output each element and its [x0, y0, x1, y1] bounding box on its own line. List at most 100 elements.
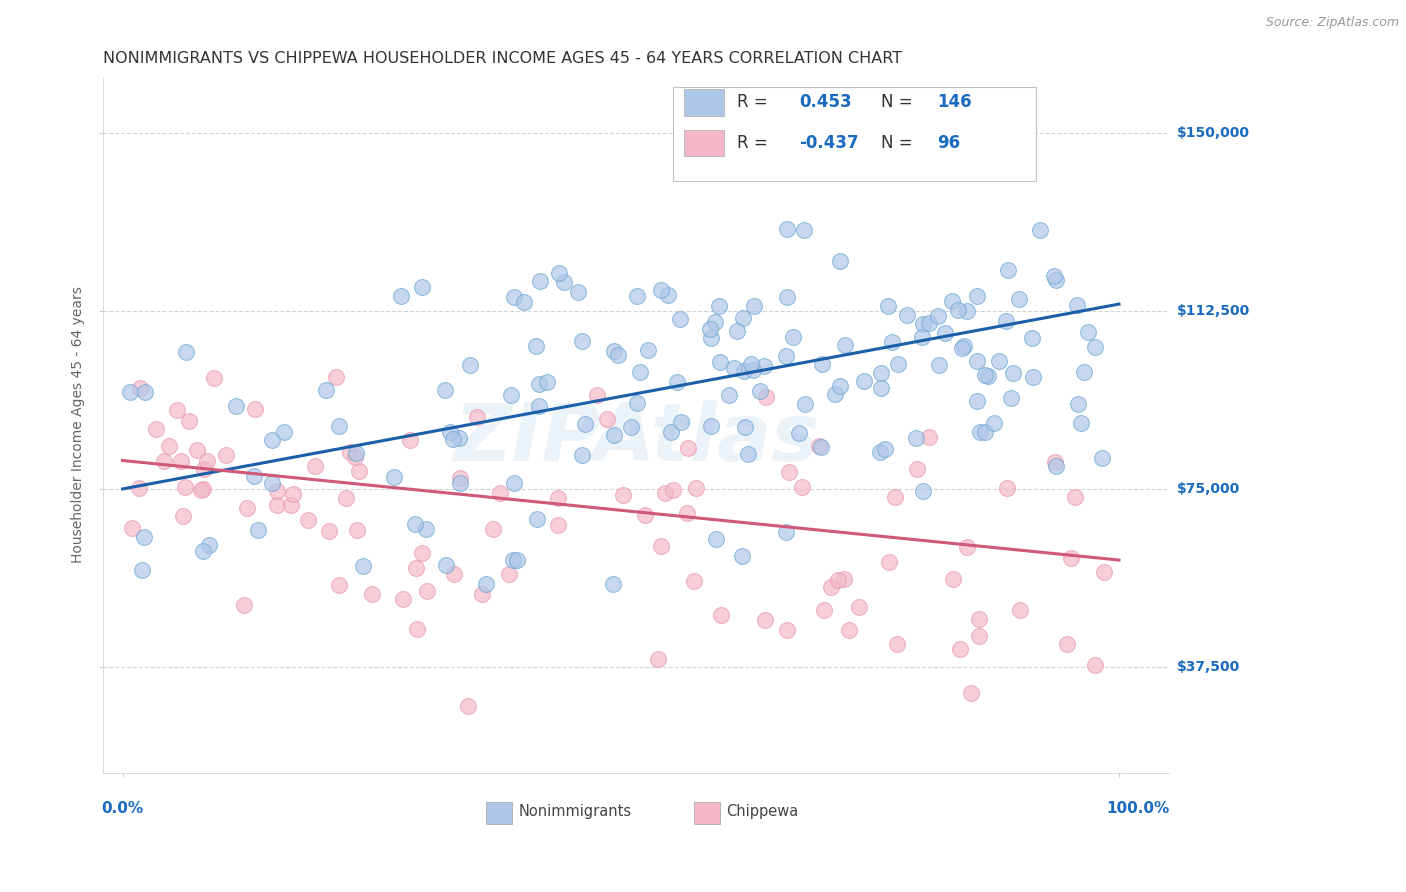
Point — [266, 483, 288, 498]
Point — [433, 384, 456, 398]
Point — [905, 431, 928, 445]
Point — [704, 532, 727, 546]
Point — [281, 487, 304, 501]
Point — [650, 283, 672, 297]
Point — [733, 364, 755, 378]
Point — [482, 522, 505, 536]
Point — [956, 540, 979, 554]
Point — [1056, 637, 1078, 651]
Point — [1092, 566, 1115, 580]
Point — [344, 446, 367, 460]
Point — [524, 339, 547, 353]
Point — [273, 425, 295, 440]
Point — [1045, 272, 1067, 286]
Point — [603, 343, 626, 358]
Point — [415, 522, 437, 536]
Point — [870, 366, 893, 380]
Point — [834, 338, 856, 352]
Point — [352, 559, 374, 574]
Point — [734, 419, 756, 434]
Point — [668, 311, 690, 326]
Point — [315, 383, 337, 397]
Point — [586, 388, 609, 402]
Point — [536, 376, 558, 390]
Point — [1083, 341, 1105, 355]
Point — [574, 417, 596, 432]
Point — [1066, 298, 1088, 312]
Point — [959, 686, 981, 700]
Point — [304, 459, 326, 474]
Text: 0.0%: 0.0% — [101, 801, 143, 816]
Point — [1043, 455, 1066, 469]
Point — [567, 285, 589, 299]
Text: Source: ZipAtlas.com: Source: ZipAtlas.com — [1265, 16, 1399, 29]
Text: $112,500: $112,500 — [1177, 304, 1250, 318]
Point — [811, 357, 834, 371]
Point — [202, 370, 225, 384]
Text: N =: N = — [882, 94, 912, 112]
Point — [439, 425, 461, 440]
Text: 0.453: 0.453 — [799, 94, 852, 112]
Point — [754, 614, 776, 628]
Point — [977, 368, 1000, 383]
Point — [776, 290, 799, 304]
Text: $150,000: $150,000 — [1177, 127, 1250, 140]
Point — [946, 302, 969, 317]
Point — [602, 576, 624, 591]
Point — [1045, 458, 1067, 473]
Point — [790, 479, 813, 493]
Point — [776, 623, 799, 637]
Point — [917, 430, 939, 444]
Point — [685, 481, 707, 495]
Point — [172, 509, 194, 524]
Point — [596, 411, 619, 425]
Point — [927, 309, 949, 323]
Point — [882, 335, 904, 350]
Point — [647, 651, 669, 665]
Text: 96: 96 — [938, 134, 960, 152]
Point — [502, 475, 524, 490]
Text: Nonimmigrants: Nonimmigrants — [519, 805, 631, 819]
Point — [744, 299, 766, 313]
Point — [405, 560, 427, 574]
Point — [513, 295, 536, 310]
Point — [1063, 491, 1085, 505]
Point — [471, 587, 494, 601]
Point — [339, 445, 361, 459]
Point — [606, 348, 628, 362]
Point — [1060, 550, 1083, 565]
Point — [626, 288, 648, 302]
Point — [725, 324, 748, 338]
Point — [700, 419, 723, 434]
Point — [969, 425, 991, 440]
Point — [703, 315, 725, 329]
Point — [526, 512, 548, 526]
Point — [260, 475, 283, 490]
Point — [886, 637, 908, 651]
Point — [1021, 331, 1043, 345]
Point — [392, 591, 415, 606]
Point — [966, 393, 988, 408]
Point — [808, 439, 831, 453]
Point — [280, 498, 302, 512]
Point — [905, 462, 928, 476]
Point — [775, 524, 797, 539]
Point — [737, 447, 759, 461]
Point — [360, 587, 382, 601]
Point — [731, 549, 754, 563]
Point — [778, 465, 800, 479]
Point — [443, 567, 465, 582]
Point — [709, 354, 731, 368]
Point — [1070, 417, 1092, 431]
Point — [810, 440, 832, 454]
Point — [887, 357, 910, 371]
Point — [502, 553, 524, 567]
Point — [912, 484, 935, 499]
Point — [710, 608, 733, 623]
Point — [1029, 223, 1052, 237]
Point — [953, 339, 976, 353]
Point — [190, 483, 212, 497]
FancyBboxPatch shape — [683, 89, 724, 116]
Point — [1067, 397, 1090, 411]
Point — [498, 567, 520, 582]
